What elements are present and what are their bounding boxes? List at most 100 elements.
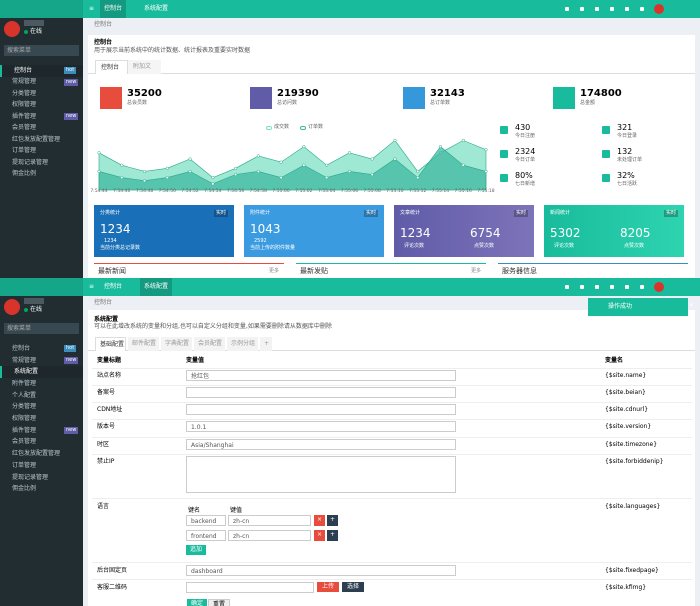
menu-item[interactable]: 系统配置	[0, 366, 83, 379]
menu-item[interactable]: 插件管理	[12, 112, 37, 120]
menu-item[interactable]: 分类管理	[12, 89, 37, 97]
legend-label: 订单数	[308, 124, 324, 130]
text-input[interactable]	[186, 456, 456, 493]
menu-item[interactable]: 插件管理	[12, 426, 37, 434]
tab[interactable]: +	[260, 337, 272, 351]
menu-item[interactable]: 提现记录管理	[12, 158, 49, 166]
stat-value: 35200	[127, 88, 162, 99]
menu-search[interactable]: 搜索菜单	[4, 45, 79, 56]
tab[interactable]: 会员配置	[194, 337, 225, 351]
tab[interactable]: 邮件配置	[128, 337, 159, 351]
menu-badge: new	[64, 113, 79, 120]
tab[interactable]: 控制台	[95, 60, 128, 74]
point	[120, 176, 124, 180]
menu-item[interactable]: 个人配置	[12, 391, 37, 399]
menu-search[interactable]: 搜索菜单	[4, 323, 79, 334]
card-sub: 2592	[254, 238, 267, 244]
header-icon[interactable]	[625, 285, 629, 289]
section-more[interactable]: 更多	[471, 268, 482, 274]
stat-label: 总订单数	[430, 100, 451, 106]
avatar[interactable]	[654, 282, 664, 292]
avatar[interactable]	[654, 4, 664, 14]
header-icon[interactable]	[595, 7, 599, 11]
x-tick-label: 7:54:58	[249, 189, 268, 194]
menu-item[interactable]: 订单管理	[12, 461, 37, 469]
card-value: 5302	[550, 226, 581, 240]
choose-button[interactable]: 选择	[342, 582, 365, 592]
text-input[interactable]	[186, 387, 456, 398]
menu-item[interactable]: 控制台	[0, 65, 83, 77]
nav-tab[interactable]: 控制台	[100, 0, 127, 18]
kv-header: 键值	[230, 507, 243, 514]
section-line	[94, 263, 284, 264]
drag-button[interactable]: +	[327, 515, 338, 526]
row-title: 备案号	[97, 389, 116, 396]
submit-button[interactable]: 确定	[187, 599, 208, 606]
text-input[interactable]: 抢红包	[186, 370, 456, 381]
text-input[interactable]: zh-cn	[228, 515, 311, 526]
menu-item[interactable]: 提现记录管理	[12, 473, 49, 481]
menu-item[interactable]: 常规管理	[12, 78, 37, 86]
x-tick-label: 7:55:14	[431, 189, 450, 194]
menu-item[interactable]: 会员管理	[12, 438, 37, 446]
menu-item[interactable]: 权限管理	[12, 101, 37, 109]
text-input[interactable]: frontend	[186, 530, 226, 541]
menu-item[interactable]: 附件管理	[12, 379, 37, 387]
row-line	[92, 498, 692, 499]
header-icon[interactable]	[625, 7, 629, 11]
text-input[interactable]	[186, 582, 314, 593]
tab[interactable]: 示例分组	[227, 337, 258, 351]
add-button[interactable]: 追加	[186, 545, 207, 555]
section-more[interactable]: 更多	[269, 268, 280, 274]
header-icon[interactable]	[595, 285, 599, 289]
nav-tab[interactable]: 系统配置	[144, 5, 169, 12]
tab[interactable]: 字典配置	[161, 337, 192, 351]
header-icon[interactable]	[580, 285, 584, 289]
menu-item[interactable]: 会员管理	[12, 124, 37, 132]
nav-tab[interactable]: 系统配置	[140, 278, 173, 296]
menu-toggle[interactable]: ≡	[89, 5, 95, 12]
menu-item[interactable]: 佣金比例	[12, 170, 37, 178]
header-icon[interactable]	[640, 285, 644, 289]
text-input[interactable]: dashboard	[186, 565, 456, 576]
header-icon[interactable]	[565, 285, 569, 289]
header-icon[interactable]	[610, 285, 614, 289]
row-title: 客服二维码	[97, 584, 128, 591]
menu-item[interactable]: 权限管理	[12, 415, 37, 423]
card-title: 附件统计	[250, 210, 271, 216]
menu-item[interactable]: 红包发放配置管理	[12, 450, 61, 458]
menu-item[interactable]: 控制台	[12, 344, 31, 352]
card-value: 1043	[250, 222, 281, 236]
toast-close[interactable]: ×	[689, 302, 695, 309]
user-status: 在线	[30, 28, 43, 35]
point	[484, 148, 488, 152]
nav-tab[interactable]: 控制台	[104, 283, 123, 290]
card-tag: 实时	[364, 210, 379, 217]
drag-button[interactable]: +	[327, 530, 338, 541]
text-input[interactable]: 1.0.1	[186, 421, 456, 432]
header-icon[interactable]	[640, 7, 644, 11]
text-input[interactable]	[186, 404, 456, 415]
point	[279, 160, 283, 164]
menu-item[interactable]: 常规管理	[12, 356, 37, 364]
text-input[interactable]: zh-cn	[228, 530, 311, 541]
text-input[interactable]: backend	[186, 515, 226, 526]
menu-item[interactable]: 分类管理	[12, 403, 37, 411]
header-icon[interactable]	[610, 7, 614, 11]
tab[interactable]: 基础配置	[95, 337, 126, 351]
text-input[interactable]: Asia/Shanghai	[186, 439, 456, 450]
upload-button[interactable]: 上传	[317, 582, 340, 592]
menu-toggle[interactable]: ≡	[89, 283, 95, 290]
card-value: 1234	[400, 226, 431, 240]
reset-button[interactable]: 重置	[208, 599, 231, 606]
remove-button[interactable]: ×	[314, 515, 325, 526]
toast: 操作成功	[588, 298, 688, 316]
tab[interactable]: 附加文	[128, 60, 161, 74]
menu-item[interactable]: 佣金比例	[12, 485, 37, 493]
header-icon[interactable]	[580, 7, 584, 11]
menu-item[interactable]: 订单管理	[12, 147, 37, 155]
quick-label: 七日新增	[515, 181, 536, 187]
header-icon[interactable]	[565, 7, 569, 11]
menu-item[interactable]: 红包发放配置管理	[12, 135, 61, 143]
remove-button[interactable]: ×	[314, 530, 325, 541]
